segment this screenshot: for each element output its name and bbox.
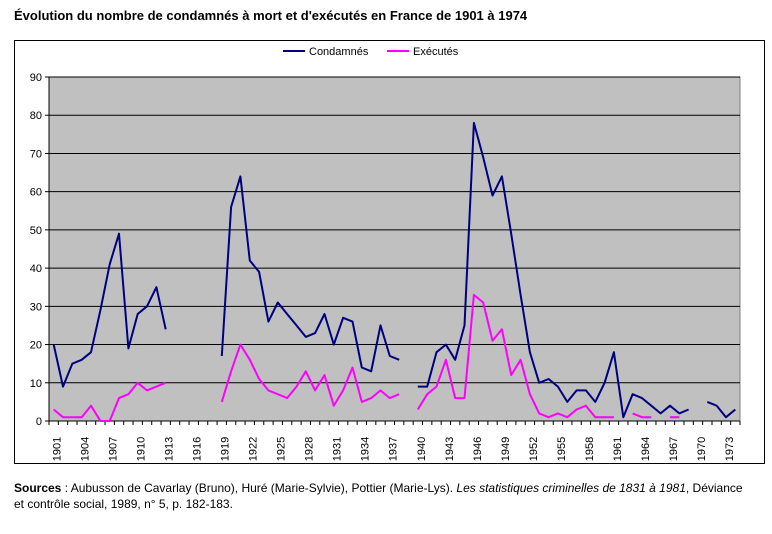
x-tick-label: 1931 — [332, 437, 344, 461]
x-tick-label: 1946 — [472, 437, 484, 461]
series-line-executes — [53, 381, 167, 422]
x-tick-label: 1955 — [556, 437, 568, 461]
x-tick-label: 1901 — [52, 437, 64, 461]
chart-frame: 1901 1904 1907 1910 1913 1916 1919 1922 1925 1928… — [14, 40, 765, 464]
x-tick-label: 1922 — [248, 437, 260, 461]
y-tick-label: 10 — [30, 378, 42, 390]
x-tick-label: 1958 — [584, 437, 596, 461]
x-tick-label: 1943 — [444, 437, 456, 461]
legend: Condamnés Exécutés — [283, 46, 459, 58]
x-tick-label: 1949 — [500, 437, 512, 461]
y-tick-label: 90 — [30, 72, 42, 84]
plot-area — [48, 76, 741, 422]
series-line-condamnes — [706, 400, 736, 419]
source-book-title: Les statistiques criminelles de 1831 à 1… — [456, 481, 686, 495]
x-tick-label: 1919 — [220, 437, 232, 461]
series-line-executes — [416, 293, 614, 419]
x-tick-label: 1925 — [276, 437, 288, 461]
x-tick-label: 1928 — [304, 437, 316, 461]
x-tick-label: 1904 — [80, 437, 92, 461]
x-tick-label: 1961 — [612, 437, 624, 461]
y-tick-label: 60 — [30, 187, 42, 199]
x-tick-label: 1916 — [192, 437, 204, 461]
x-tick-label: 1910 — [136, 437, 148, 461]
y-tick-label: 0 — [36, 416, 42, 428]
x-tick-label: 1967 — [668, 437, 680, 461]
line-chart: 1901 1904 1907 1910 1913 1916 1919 1922 1925 1928… — [30, 46, 741, 461]
series-lines — [52, 121, 736, 422]
chart-title: Évolution du nombre de condamnés à mort … — [14, 8, 528, 23]
x-axis: 1901 1904 1907 1910 1913 1916 1919 1922 1925 1928… — [48, 420, 741, 461]
y-tick-label: 80 — [30, 110, 42, 122]
series-line-condamnes — [220, 175, 400, 373]
x-tick-label: 1934 — [360, 437, 372, 461]
y-axis: 0 10 20 30 40 50 60 70 80 90 — [30, 72, 50, 428]
legend-label: Exécutés — [413, 46, 459, 58]
x-tick-label: 1913 — [164, 437, 176, 461]
series-line-condamnes — [417, 121, 689, 419]
source-authors: Aubusson de Cavarlay (Bruno), Huré (Mari… — [70, 481, 457, 495]
series-line-executes — [632, 412, 652, 419]
y-tick-label: 50 — [30, 225, 42, 237]
y-tick-label: 30 — [30, 301, 42, 313]
source-label: Sources — [14, 481, 62, 495]
source-separator: : — [61, 481, 71, 495]
source-rest: , Déviance et contrôle social, 1989, n° … — [14, 481, 743, 511]
series-line-executes — [220, 343, 400, 407]
x-tick-label: 1937 — [388, 437, 400, 461]
x-tick-label: 1970 — [696, 437, 708, 461]
source-note: Sources : Aubusson de Cavarlay (Bruno), … — [14, 480, 754, 512]
legend-label: Condamnés — [309, 46, 369, 58]
x-tick-label: 1964 — [640, 437, 652, 461]
series-line-condamnes — [52, 232, 167, 388]
gridlines — [49, 76, 740, 384]
y-tick-label: 70 — [30, 148, 42, 160]
y-tick-label: 40 — [30, 263, 42, 275]
y-tick-label: 20 — [30, 340, 42, 352]
x-tick-label: 1952 — [528, 437, 540, 461]
x-tick-label: 1973 — [724, 437, 736, 461]
x-tick-label: 1907 — [108, 437, 120, 461]
x-tick-label: 1940 — [416, 437, 428, 461]
